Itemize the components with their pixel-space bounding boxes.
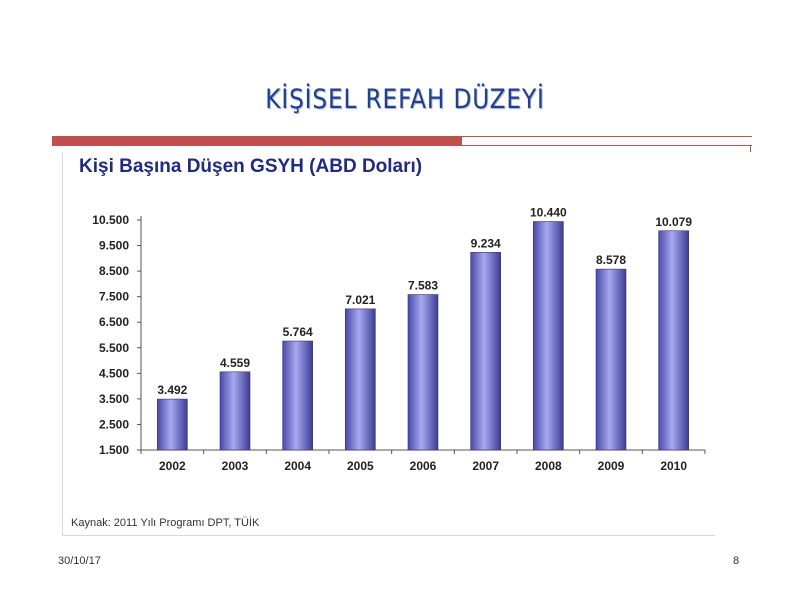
x-tick-label: 2005 — [347, 459, 374, 473]
bar — [470, 252, 501, 451]
data-label: 8.578 — [596, 253, 626, 267]
title-underline-thin — [52, 136, 752, 137]
y-tick-label: 7.500 — [99, 290, 129, 304]
x-tick-label: 2006 — [410, 459, 437, 473]
chart-panel: Kişi Başına Düşen GSYH (ABD Doları) 1.50… — [62, 153, 715, 536]
y-tick-label: 6.500 — [99, 315, 129, 329]
right-edge-rule — [750, 146, 751, 152]
x-tick-label: 2007 — [472, 459, 499, 473]
data-label: 3.492 — [157, 383, 187, 397]
bar — [595, 268, 627, 451]
bar — [157, 398, 188, 451]
x-tick-label: 2009 — [598, 459, 625, 473]
bar-chart: 1.500 2.500 3.500 4.500 5.500 6.500 7.500 8.500… — [92, 206, 706, 473]
y-tick-label: 1.500 — [99, 443, 129, 457]
y-tick-label: 9.500 — [99, 239, 129, 253]
x-tick-label: 2003 — [222, 459, 249, 473]
footer-date: 30/10/17 — [58, 555, 101, 567]
y-tick-label: 4.500 — [99, 366, 129, 380]
title-underline-thin-lower — [462, 145, 752, 146]
bar — [533, 221, 564, 451]
bar — [219, 371, 251, 451]
bar — [345, 308, 376, 451]
y-tick-label: 2.500 — [99, 417, 129, 431]
source-note: Kaynak: 2011 Yılı Programı DPT, TÜİK — [71, 517, 260, 529]
y-tick-label: 10.500 — [92, 213, 129, 227]
bar — [407, 294, 439, 451]
data-label: 7.583 — [408, 279, 438, 293]
y-tick-label: 3.500 — [99, 392, 129, 406]
data-label: 10.079 — [655, 215, 692, 229]
chart-title: Kişi Başına Düşen GSYH (ABD Doları) — [79, 156, 423, 177]
x-tick-label: 2004 — [284, 459, 311, 473]
slide-title: KİŞİSEL REFAH DÜZEYİ — [265, 84, 545, 115]
title-underline-thick — [52, 137, 462, 146]
data-label: 4.559 — [220, 356, 250, 370]
x-tick-label: 2008 — [535, 459, 562, 473]
y-tick-label: 8.500 — [99, 264, 129, 278]
x-tick-label: 2002 — [159, 459, 186, 473]
data-label: 7.021 — [345, 293, 375, 307]
bar — [282, 340, 313, 451]
bar — [658, 230, 689, 451]
data-label: 9.234 — [471, 236, 501, 250]
page-number: 8 — [733, 555, 740, 567]
data-label: 5.764 — [283, 325, 313, 339]
x-tick-label: 2010 — [660, 459, 687, 473]
y-tick-label: 5.500 — [99, 341, 129, 355]
data-label: 10.440 — [530, 206, 567, 220]
